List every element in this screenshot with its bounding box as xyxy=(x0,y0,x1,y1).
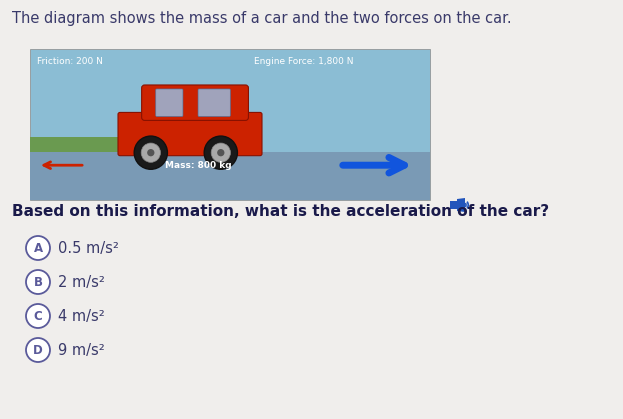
Text: Friction: 200 N: Friction: 200 N xyxy=(37,57,103,66)
Circle shape xyxy=(217,149,224,156)
Bar xyxy=(30,152,430,200)
Circle shape xyxy=(211,143,231,162)
Circle shape xyxy=(141,143,161,162)
Text: B: B xyxy=(34,276,42,289)
Text: Based on this information, what is the acceleration of the car?: Based on this information, what is the a… xyxy=(12,204,549,219)
FancyBboxPatch shape xyxy=(156,89,183,116)
FancyBboxPatch shape xyxy=(198,89,231,116)
Circle shape xyxy=(26,236,50,260)
Circle shape xyxy=(134,136,168,169)
Text: D: D xyxy=(33,344,43,357)
Text: A: A xyxy=(34,241,42,254)
Text: The diagram shows the mass of a car and the two forces on the car.: The diagram shows the mass of a car and … xyxy=(12,11,511,26)
FancyBboxPatch shape xyxy=(118,112,262,156)
Polygon shape xyxy=(457,198,465,212)
Bar xyxy=(450,201,457,209)
Text: Mass: 800 kg: Mass: 800 kg xyxy=(164,161,231,170)
Bar xyxy=(30,49,430,200)
Text: C: C xyxy=(34,310,42,323)
Text: Engine Force: 1,800 N: Engine Force: 1,800 N xyxy=(254,57,353,66)
Circle shape xyxy=(26,338,50,362)
Circle shape xyxy=(26,304,50,328)
Text: 9 m/s²: 9 m/s² xyxy=(58,342,105,357)
Text: 0.5 m/s²: 0.5 m/s² xyxy=(58,241,119,256)
Circle shape xyxy=(147,149,155,156)
Bar xyxy=(30,137,142,152)
Text: 4 m/s²: 4 m/s² xyxy=(58,308,105,323)
Circle shape xyxy=(26,270,50,294)
Circle shape xyxy=(204,136,237,169)
FancyBboxPatch shape xyxy=(141,85,249,120)
Text: 2 m/s²: 2 m/s² xyxy=(58,274,105,290)
